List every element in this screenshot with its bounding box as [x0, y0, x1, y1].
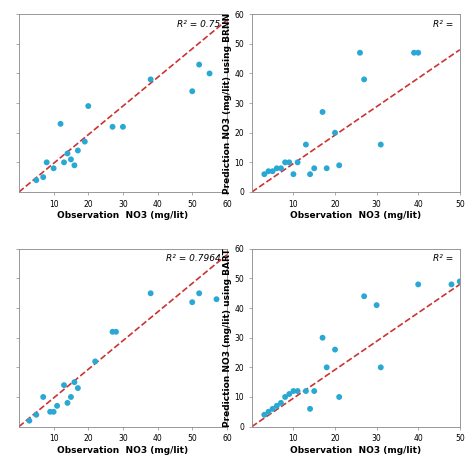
X-axis label: Observation  NO3 (mg/lit): Observation NO3 (mg/lit) [57, 211, 189, 220]
X-axis label: Observation  NO3 (mg/lit): Observation NO3 (mg/lit) [57, 446, 189, 455]
Point [323, 164, 330, 172]
Point [33, 411, 40, 419]
Point [331, 129, 339, 137]
Point [447, 281, 455, 288]
Point [71, 378, 78, 386]
Point [277, 164, 285, 172]
X-axis label: Observation  NO3 (mg/lit): Observation NO3 (mg/lit) [290, 211, 421, 220]
Point [277, 399, 285, 407]
Point [60, 159, 68, 166]
Point [147, 290, 155, 297]
Point [410, 49, 418, 56]
Point [109, 328, 116, 336]
Point [290, 171, 297, 178]
Point [33, 176, 40, 184]
Point [189, 88, 196, 95]
Point [294, 159, 301, 166]
Point [319, 108, 326, 116]
Point [310, 164, 318, 172]
Point [306, 405, 314, 412]
Point [46, 408, 54, 416]
Point [269, 167, 276, 175]
Point [302, 141, 310, 148]
Point [206, 70, 213, 77]
Point [285, 390, 293, 398]
Point [356, 49, 364, 56]
Point [302, 387, 310, 395]
Point [282, 393, 289, 401]
Point [323, 364, 330, 371]
Y-axis label: Prediction NO3 (mg/lit) using BRNN: Prediction NO3 (mg/lit) using BRNN [223, 12, 232, 194]
Text: R² = 0.75: R² = 0.75 [177, 19, 221, 28]
Y-axis label: Prediction NO3 (mg/lit) using BART: Prediction NO3 (mg/lit) using BART [223, 248, 232, 427]
Point [74, 147, 82, 155]
Point [261, 171, 268, 178]
Point [74, 384, 82, 392]
Point [264, 167, 272, 175]
Point [414, 49, 422, 56]
Point [50, 164, 57, 172]
Point [195, 290, 203, 297]
Point [213, 295, 220, 303]
Point [119, 123, 127, 131]
Text: R² = 0.7964: R² = 0.7964 [166, 254, 221, 263]
Point [360, 76, 368, 83]
Point [109, 123, 116, 131]
Point [290, 387, 297, 395]
Point [64, 399, 71, 407]
Point [261, 411, 268, 419]
X-axis label: Observation  NO3 (mg/lit): Observation NO3 (mg/lit) [290, 446, 421, 455]
Point [269, 405, 276, 412]
Point [414, 281, 422, 288]
Point [360, 292, 368, 300]
Point [310, 387, 318, 395]
Point [67, 393, 75, 401]
Point [373, 301, 381, 309]
Point [81, 138, 89, 146]
Point [331, 346, 339, 354]
Point [319, 334, 326, 342]
Point [264, 408, 272, 416]
Point [53, 402, 61, 410]
Point [112, 328, 120, 336]
Point [273, 402, 281, 410]
Point [39, 173, 47, 181]
Point [377, 141, 384, 148]
Point [336, 162, 343, 169]
Point [50, 408, 57, 416]
Point [306, 171, 314, 178]
Point [43, 159, 50, 166]
Point [64, 150, 71, 157]
Point [91, 358, 99, 365]
Point [294, 387, 301, 395]
Point [71, 162, 78, 169]
Point [195, 61, 203, 68]
Point [39, 393, 47, 401]
Point [60, 381, 68, 389]
Point [67, 155, 75, 163]
Point [57, 120, 64, 128]
Point [282, 159, 289, 166]
Text: R² =: R² = [433, 19, 454, 28]
Point [189, 299, 196, 306]
Point [84, 102, 92, 110]
Point [147, 76, 155, 83]
Point [377, 364, 384, 371]
Point [26, 417, 33, 425]
Text: R² =: R² = [433, 254, 454, 263]
Point [456, 278, 464, 285]
Point [273, 164, 281, 172]
Point [285, 159, 293, 166]
Point [336, 393, 343, 401]
